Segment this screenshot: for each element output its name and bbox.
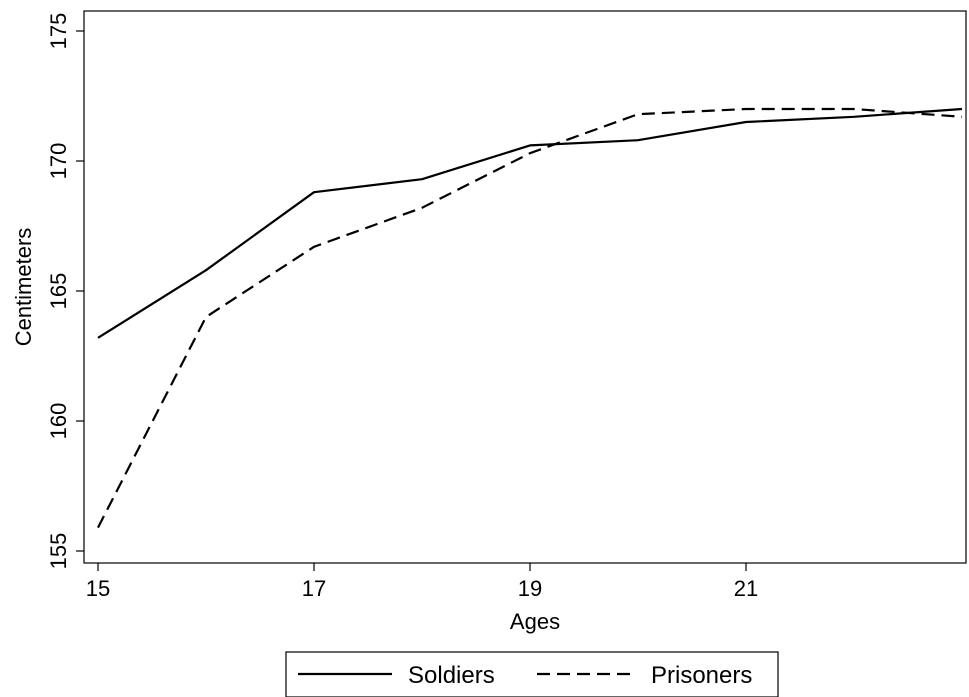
- y-tick-label: 155: [46, 533, 71, 570]
- plot-frame: [83, 10, 967, 564]
- x-axis: 15 17 19 21: [86, 563, 758, 601]
- legend-label-prisoners: Prisoners: [651, 662, 752, 689]
- y-tick-label: 170: [46, 143, 71, 180]
- x-tick-label: 15: [86, 576, 110, 601]
- series-line-soldiers: [97, 107, 963, 339]
- legend: Soldiers Prisoners: [285, 651, 779, 697]
- x-axis-title: Ages: [510, 609, 560, 634]
- y-axis: 155 160 165 170 175: [46, 13, 84, 570]
- y-tick-label: 160: [46, 403, 71, 440]
- x-tick-label: 19: [518, 576, 542, 601]
- series-group: [97, 107, 963, 529]
- y-tick-label: 175: [46, 13, 71, 50]
- x-tick-label: 21: [734, 576, 758, 601]
- legend-label-soldiers: Soldiers: [408, 662, 495, 689]
- legend-box: [285, 651, 779, 697]
- series-line-prisoners: [97, 107, 963, 529]
- y-tick-label: 165: [46, 273, 71, 310]
- plot-area-border: [83, 10, 967, 564]
- y-axis-title: Centimeters: [11, 228, 36, 347]
- x-tick-label: 17: [302, 576, 326, 601]
